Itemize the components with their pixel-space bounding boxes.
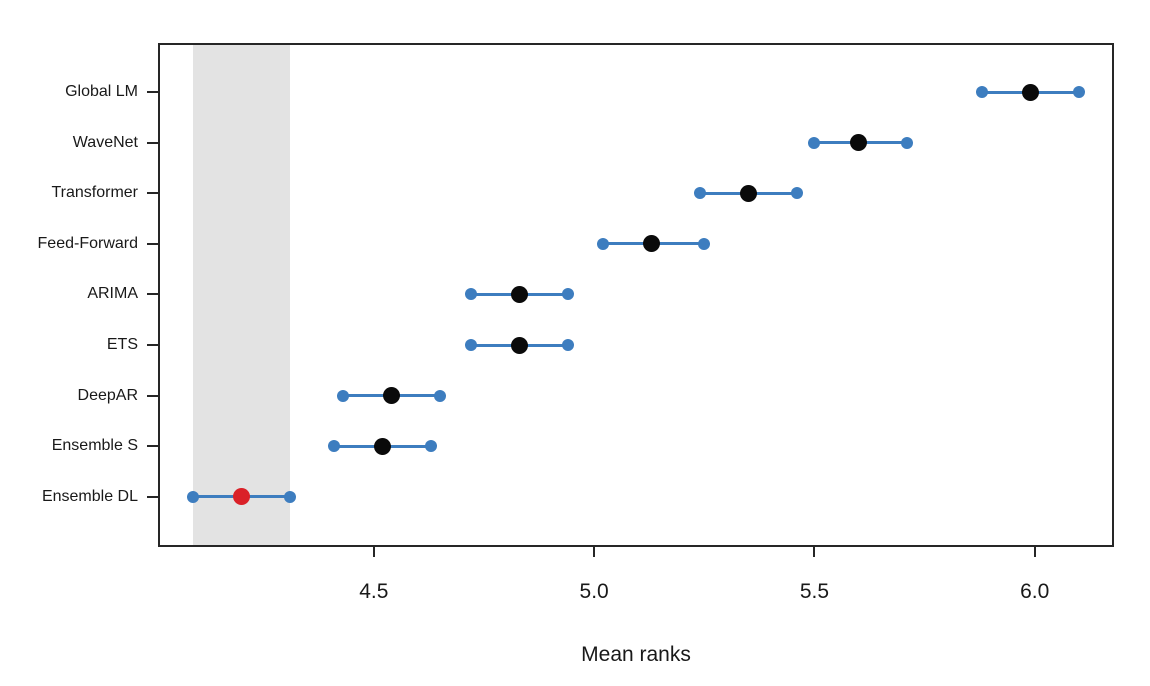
plot-area [158, 43, 1114, 547]
interval-endpoint-dot-high-global-lm [1072, 86, 1085, 98]
y-tick-transformer [147, 192, 158, 195]
x-tick-label-6.0: 6.0 [1020, 580, 1050, 603]
mean-dot-transformer [739, 184, 757, 202]
interval-endpoint-dot-high-feed-forward [698, 237, 711, 250]
interval-endpoint-dot-low-ensemble-dl [187, 490, 200, 503]
mean-dot-ets [510, 336, 528, 354]
interval-endpoint-dot-low-arima [464, 288, 477, 301]
category-label-wavenet: WaveNet [72, 133, 138, 151]
x-tick-label-5.5: 5.5 [799, 580, 830, 603]
interval-endpoint-dot-high-arima [561, 288, 574, 301]
y-tick-ensemble-s [147, 445, 158, 448]
x-tick-5.0 [593, 547, 596, 557]
mean-dot-ensemble-s [374, 437, 392, 455]
mean-dot-arima [510, 285, 528, 303]
interval-endpoint-dot-low-deepar [337, 389, 350, 402]
mean-dot-feed-forward [642, 235, 660, 253]
x-tick-label-5.0: 5.0 [579, 580, 609, 603]
category-label-ets: ETS [106, 336, 138, 353]
reference-band [193, 45, 291, 545]
category-label-feed-forward: Feed-Forward [37, 234, 138, 252]
y-tick-ets [147, 344, 158, 346]
category-label-global-lm: Global LM [65, 83, 138, 100]
interval-endpoint-dot-high-ets [561, 339, 574, 351]
mean-dot-wavenet [849, 134, 867, 152]
interval-endpoint-dot-high-ensemble-s [425, 440, 438, 453]
interval-endpoint-dot-low-wavenet [808, 136, 821, 149]
x-tick-4.5 [372, 547, 375, 557]
interval-endpoint-dot-low-ensemble-s [328, 440, 341, 453]
y-tick-wavenet [147, 141, 158, 144]
category-label-arima: ARIMA [87, 285, 138, 303]
mean-dot-deepar [382, 387, 400, 405]
interval-endpoint-dot-high-ensemble-dl [284, 490, 297, 503]
category-label-deepar: DeepAR [77, 386, 138, 404]
mean-dot-ensemble-dl [233, 488, 251, 506]
interval-endpoint-dot-low-transformer [693, 187, 706, 200]
y-tick-arima [147, 293, 158, 296]
x-tick-6.0 [1033, 547, 1036, 557]
y-tick-global-lm [147, 91, 158, 93]
interval-endpoint-dot-low-feed-forward [596, 237, 609, 250]
y-tick-feed-forward [147, 242, 158, 245]
interval-endpoint-dot-low-ets [464, 339, 477, 351]
interval-endpoint-dot-high-deepar [433, 389, 446, 402]
x-axis-title: Mean ranks [581, 643, 691, 666]
category-label-transformer: Transformer [51, 184, 138, 202]
category-label-ensemble-s: Ensemble S [51, 437, 138, 455]
x-tick-label-4.5: 4.5 [359, 580, 389, 603]
interval-endpoint-dot-low-global-lm [975, 86, 988, 98]
interval-endpoint-dot-high-transformer [790, 187, 803, 200]
category-label-ensemble-dl: Ensemble DL [41, 487, 138, 505]
y-tick-deepar [147, 394, 158, 397]
x-tick-5.5 [813, 547, 816, 557]
interval-endpoint-dot-high-wavenet [900, 136, 913, 149]
mean-dot-global-lm [1021, 83, 1039, 101]
y-tick-ensemble-dl [147, 495, 158, 498]
